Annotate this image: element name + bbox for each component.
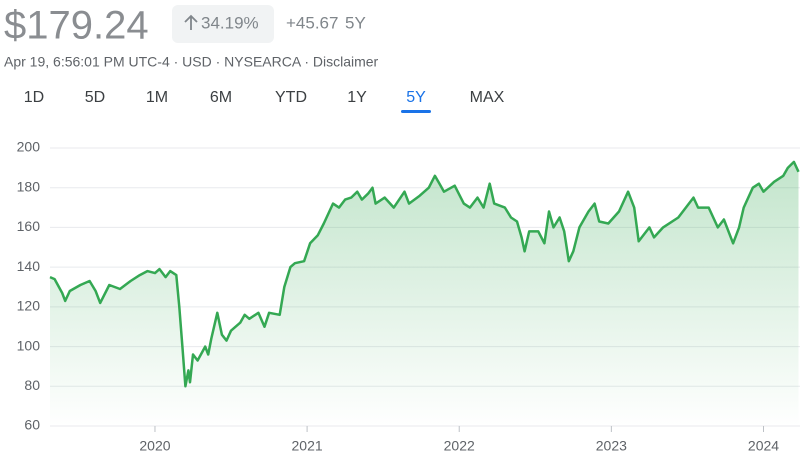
tabs: 1D 5D 1M 6M YTD 1Y 5Y MAX (24, 89, 505, 113)
tab[interactable]: YTD (275, 89, 307, 106)
tab[interactable]: 6M (210, 89, 232, 106)
price: $179.24 (4, 4, 149, 48)
up-arrow-icon (184, 14, 198, 30)
y-tick-label: 80 (24, 377, 40, 393)
tab[interactable]: 1Y (347, 89, 367, 106)
y-tick-label: 120 (17, 298, 41, 314)
change-percent: 34.19% (201, 13, 259, 32)
x-tick-label: 2021 (292, 438, 323, 454)
y-tick-label: 200 (17, 139, 41, 155)
x-tick-label: 2020 (139, 438, 170, 454)
y-tick-label: 140 (17, 258, 41, 274)
subtitle: Apr 19, 6:56:01 PM UTC-4 · USD · NYSEARC… (4, 54, 379, 70)
change-badge (172, 5, 274, 43)
period: 5Y (345, 13, 366, 32)
x-tick-label: 2022 (444, 438, 475, 454)
change-value: +45.67 (286, 13, 338, 32)
tab[interactable]: MAX (470, 89, 505, 106)
y-tick-label: 60 (24, 417, 40, 433)
line (49, 160, 800, 388)
x-tick-label: 2024 (748, 438, 779, 454)
plot: 60 80 100 120 140 160 180 200 2020 2021 2022 2023 20… (17, 139, 800, 454)
tab[interactable]: 1D (24, 89, 44, 106)
y-tick-label: 180 (17, 178, 41, 194)
x-tick-label: 2023 (596, 438, 627, 454)
tab[interactable]: 5Y (406, 89, 426, 106)
tab-underline (401, 110, 431, 113)
area (50, 161, 799, 426)
y-tick-label: 100 (17, 337, 41, 353)
tab[interactable]: 5D (85, 89, 105, 106)
y-tick-label: 160 (17, 218, 41, 234)
tab[interactable]: 1M (146, 89, 168, 106)
